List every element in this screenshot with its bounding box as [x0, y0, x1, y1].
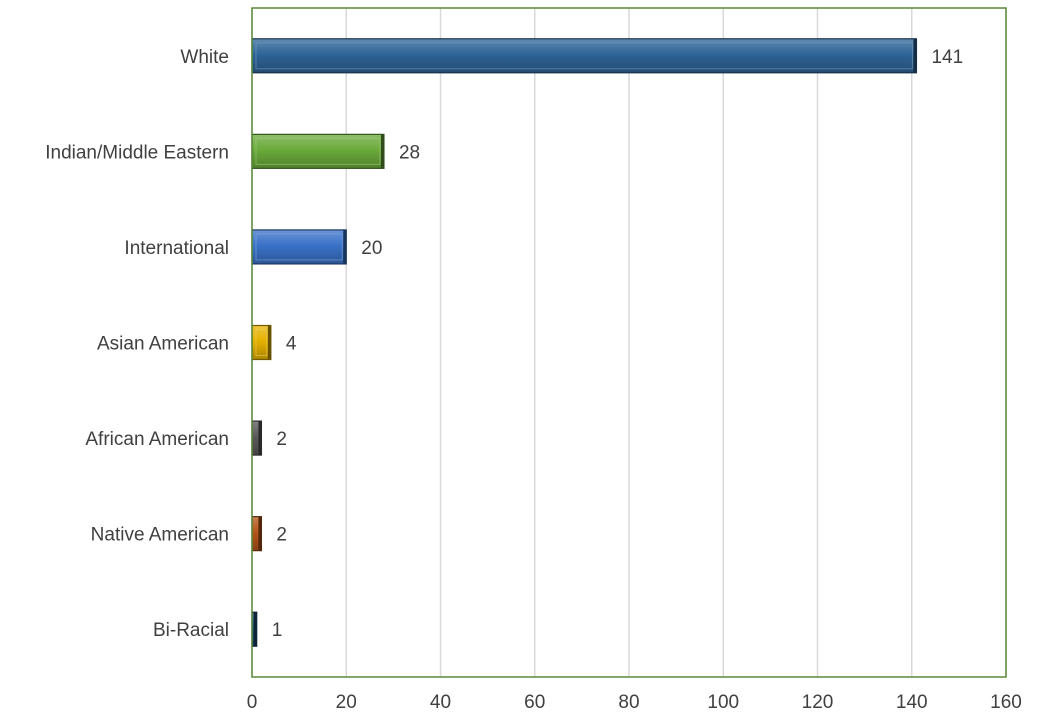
- category-label-4: African American: [85, 429, 229, 450]
- category-label-2: International: [124, 238, 229, 259]
- x-tick-label-60: 60: [524, 692, 545, 713]
- x-tick-label-120: 120: [802, 692, 834, 713]
- y-axis-categories: White Indian/Middle Eastern International A…: [45, 47, 229, 641]
- category-label-0: White: [180, 47, 229, 68]
- data-labels: 141 28 20 4 2 2 1: [272, 47, 963, 641]
- bars: [251, 38, 918, 647]
- x-tick-label-160: 160: [990, 692, 1022, 713]
- data-label-2: 20: [361, 238, 382, 259]
- bar-white: [251, 38, 918, 74]
- gridlines: [251, 8, 1007, 677]
- x-tick-label-140: 140: [896, 692, 928, 713]
- x-tick-label-80: 80: [618, 692, 639, 713]
- data-label-1: 28: [399, 142, 420, 163]
- x-tick-label-20: 20: [336, 692, 357, 713]
- plot-frame: [251, 7, 1007, 678]
- bar-international: [251, 229, 347, 265]
- category-label-1: Indian/Middle Eastern: [45, 142, 229, 163]
- bar-native-american: [251, 516, 263, 552]
- data-label-0: 141: [931, 47, 963, 68]
- x-tick-label-40: 40: [430, 692, 451, 713]
- x-axis-ticks: 0 20 40 60 80 100 120 140 160: [247, 692, 1022, 713]
- category-label-6: Bi-Racial: [153, 620, 229, 641]
- bar-asian-american: [251, 324, 272, 361]
- x-tick-label-0: 0: [247, 692, 258, 713]
- category-label-5: Native American: [91, 525, 229, 546]
- bar-african-american: [251, 420, 263, 456]
- bar-indian-middle-eastern: [251, 133, 385, 169]
- data-label-3: 4: [286, 334, 297, 355]
- data-label-4: 2: [276, 429, 287, 450]
- data-label-6: 1: [272, 620, 283, 641]
- x-tick-label-100: 100: [707, 692, 739, 713]
- plot-border: [251, 7, 1007, 678]
- data-label-5: 2: [276, 525, 287, 546]
- category-label-3: Asian American: [97, 334, 229, 355]
